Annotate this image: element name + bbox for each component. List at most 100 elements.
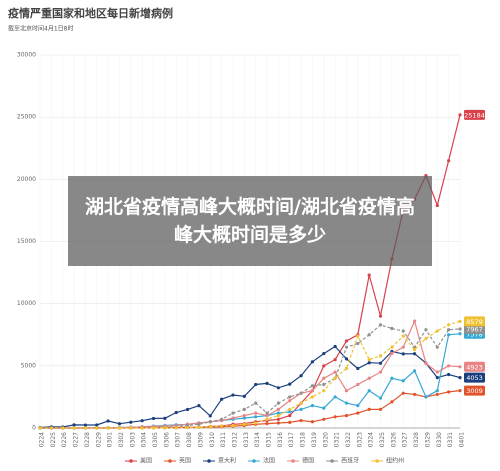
x-tick-label: 0327	[402, 432, 409, 447]
point	[322, 351, 326, 356]
point	[299, 391, 303, 395]
point	[174, 410, 178, 415]
x-tick-label: 0309	[197, 432, 204, 447]
y-tick-label: 25000	[17, 114, 36, 121]
point	[322, 417, 326, 421]
end-label-text: 25184	[464, 111, 485, 119]
legend-dot	[168, 459, 172, 463]
series-line	[40, 319, 461, 429]
point	[412, 348, 417, 352]
end-label: 25184	[464, 109, 485, 120]
point	[242, 413, 246, 418]
x-tick-label: 0315	[266, 432, 273, 447]
y-tick-label: 30000	[17, 52, 36, 59]
point	[276, 413, 280, 418]
point	[163, 426, 167, 430]
x-tick-label: 0326	[390, 432, 397, 447]
end-label-box	[464, 385, 485, 396]
point	[333, 395, 337, 399]
point	[72, 423, 76, 427]
point	[344, 401, 349, 405]
point	[344, 345, 349, 349]
end-label: 4923	[464, 361, 485, 372]
point	[288, 395, 292, 399]
point	[310, 420, 315, 424]
point	[367, 273, 371, 277]
point	[401, 329, 405, 333]
point	[367, 376, 371, 380]
point	[208, 414, 212, 418]
point	[322, 364, 326, 368]
point	[49, 426, 53, 430]
point	[322, 382, 326, 387]
point	[378, 314, 383, 318]
point	[95, 423, 99, 427]
x-tick-label: 0302	[118, 432, 125, 447]
point	[288, 410, 292, 414]
point	[447, 390, 451, 394]
x-tick-label: 0301	[107, 432, 114, 447]
x-tick-label: 0228	[84, 432, 91, 447]
legend-label: 英国	[179, 457, 191, 465]
point	[447, 159, 451, 163]
point	[401, 345, 405, 349]
point	[288, 407, 292, 411]
end-label: 3009	[464, 385, 485, 396]
y-tick-label: 20000	[17, 176, 36, 183]
point	[424, 328, 428, 332]
point	[424, 395, 428, 399]
x-tick-label: 0305	[152, 432, 159, 447]
end-label-text: 7967	[466, 325, 483, 333]
point	[242, 416, 246, 420]
series-line	[39, 345, 461, 429]
point	[412, 352, 417, 356]
point	[265, 422, 269, 426]
point	[163, 416, 167, 420]
y-tick-label: 5000	[21, 362, 36, 369]
legend-label: 美国	[140, 457, 152, 465]
x-tick-label: 0304	[141, 432, 148, 447]
x-tick-label: 0322	[345, 432, 352, 447]
point	[220, 417, 224, 421]
end-label: 8579	[464, 316, 485, 327]
legend-dot	[330, 459, 334, 463]
point	[447, 333, 451, 337]
x-tick-label: 0318	[300, 432, 307, 447]
point	[333, 370, 337, 374]
end-label: 4053	[464, 372, 485, 383]
y-tick-label: 15000	[17, 238, 36, 245]
point	[412, 392, 417, 397]
point	[367, 358, 371, 362]
point	[140, 419, 144, 423]
point	[310, 404, 315, 408]
point	[390, 326, 394, 331]
point	[333, 358, 337, 362]
point	[151, 416, 156, 421]
legend-dot	[375, 459, 379, 463]
x-tick-label: 0330	[436, 432, 443, 447]
point	[38, 426, 42, 430]
point	[254, 401, 258, 405]
point	[344, 339, 349, 343]
point	[447, 364, 451, 368]
point	[401, 334, 405, 338]
point	[276, 407, 280, 411]
series-line	[40, 114, 461, 429]
point	[299, 407, 303, 411]
end-label-box	[464, 109, 485, 120]
point	[276, 386, 280, 390]
point	[356, 404, 360, 408]
point	[83, 423, 88, 427]
point	[378, 370, 383, 374]
point	[254, 421, 258, 425]
point	[390, 345, 394, 349]
end-label-text: 8579	[466, 318, 483, 326]
x-tick-label: 0224	[39, 432, 46, 447]
point	[356, 341, 360, 346]
point	[185, 407, 190, 412]
point	[447, 328, 451, 332]
point	[378, 354, 383, 358]
point	[458, 327, 462, 331]
series-line	[40, 320, 461, 429]
point	[367, 389, 371, 393]
